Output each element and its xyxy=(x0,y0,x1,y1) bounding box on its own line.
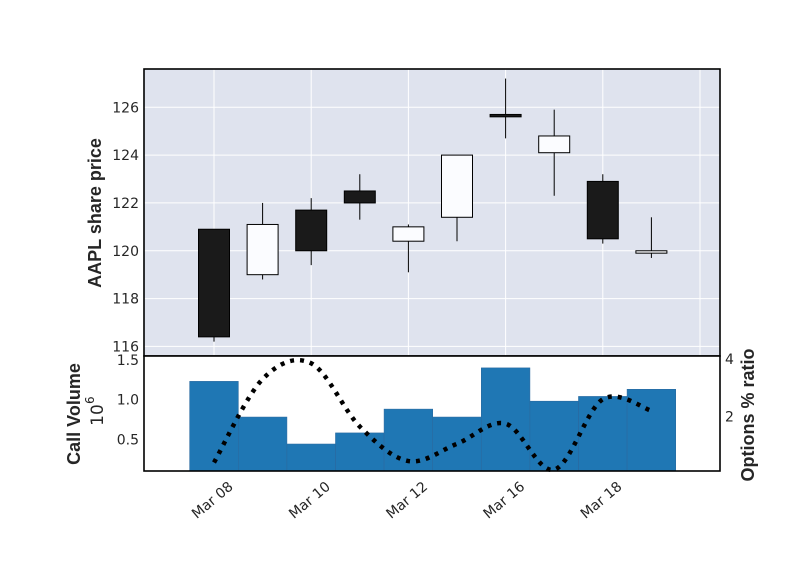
volume-bar xyxy=(286,443,336,472)
x-tick-label: Mar 18 xyxy=(578,479,626,523)
candle xyxy=(489,78,522,139)
price-y-tick-label: 120 xyxy=(112,244,139,260)
x-tick-label: Mar 16 xyxy=(481,479,529,523)
volume-bar xyxy=(335,432,385,472)
candle-body-up xyxy=(441,154,473,218)
price-y-tick-label: 124 xyxy=(112,148,139,164)
price-y-axis-title: AAPL share price xyxy=(85,138,105,288)
candle-body-down xyxy=(489,113,522,118)
price-y-ticks: 116 118 120 122 124 126 xyxy=(112,100,139,355)
candle xyxy=(538,109,571,196)
candle-body-down xyxy=(295,209,328,252)
price-panel: 116 118 120 122 124 126 xyxy=(112,68,721,357)
price-y-tick-label: 126 xyxy=(112,100,139,116)
volume-bars xyxy=(189,367,676,472)
candle xyxy=(343,174,376,220)
volume-panel-frame xyxy=(143,355,721,472)
ratio-y-tick-label: 4 xyxy=(725,352,734,368)
price-y-tick-label: 118 xyxy=(112,292,139,308)
x-axis-ticks: Mar 08 Mar 10 Mar 12 Mar 16 Mar 18 xyxy=(189,479,625,523)
volume-bar xyxy=(578,396,628,472)
volume-bar xyxy=(238,416,288,472)
price-candles xyxy=(198,78,668,342)
candle-body-up xyxy=(392,226,425,242)
volume-exponent-base: 10 xyxy=(88,404,108,426)
candle-body-down xyxy=(198,228,230,338)
volume-y-axis-title: Call Volume xyxy=(64,363,84,465)
candle xyxy=(392,224,425,273)
candle xyxy=(635,217,668,258)
volume-bar xyxy=(480,367,531,472)
x-tick-label: Mar 08 xyxy=(189,479,237,523)
x-tick-label: Mar 10 xyxy=(286,479,334,523)
price-y-tick-label: 122 xyxy=(112,196,139,212)
volume-y-tick-label: 0.5 xyxy=(117,432,139,448)
candle-body-down xyxy=(586,180,619,240)
volume-bar xyxy=(432,416,482,472)
volume-y-exponent: 10 6 xyxy=(83,396,108,425)
ratio-y-ticks: 24 xyxy=(725,352,734,426)
candle xyxy=(441,154,473,242)
volume-bar xyxy=(189,381,239,472)
ratio-y-axis-title: Options % ratio xyxy=(738,348,758,481)
volume-y-tick-label: 1.5 xyxy=(117,353,139,369)
candle-body-up xyxy=(246,223,279,276)
volume-panel: 0.51.01.5 24 xyxy=(117,352,734,472)
candle-body-up xyxy=(635,250,668,254)
volume-y-tick-label: 1.0 xyxy=(117,393,139,409)
candle xyxy=(586,174,619,244)
x-tick-label: Mar 12 xyxy=(383,479,431,523)
ratio-y-tick-label: 2 xyxy=(725,410,734,426)
candle-body-down xyxy=(343,190,376,204)
candle xyxy=(295,198,328,266)
price-gridlines xyxy=(144,69,720,356)
volume-exponent-power: 6 xyxy=(83,396,97,404)
candle-body-up xyxy=(538,135,571,154)
candle xyxy=(198,228,230,342)
ratio-series-line xyxy=(212,357,653,472)
ratio-line xyxy=(212,357,653,472)
candle xyxy=(246,202,279,280)
price-panel-background xyxy=(144,69,720,356)
volume-bar xyxy=(529,400,579,472)
price-y-tick-label: 116 xyxy=(112,339,139,355)
volume-y-ticks: 0.5 1.0 1.5 xyxy=(117,353,139,448)
volume-bar xyxy=(626,389,676,472)
